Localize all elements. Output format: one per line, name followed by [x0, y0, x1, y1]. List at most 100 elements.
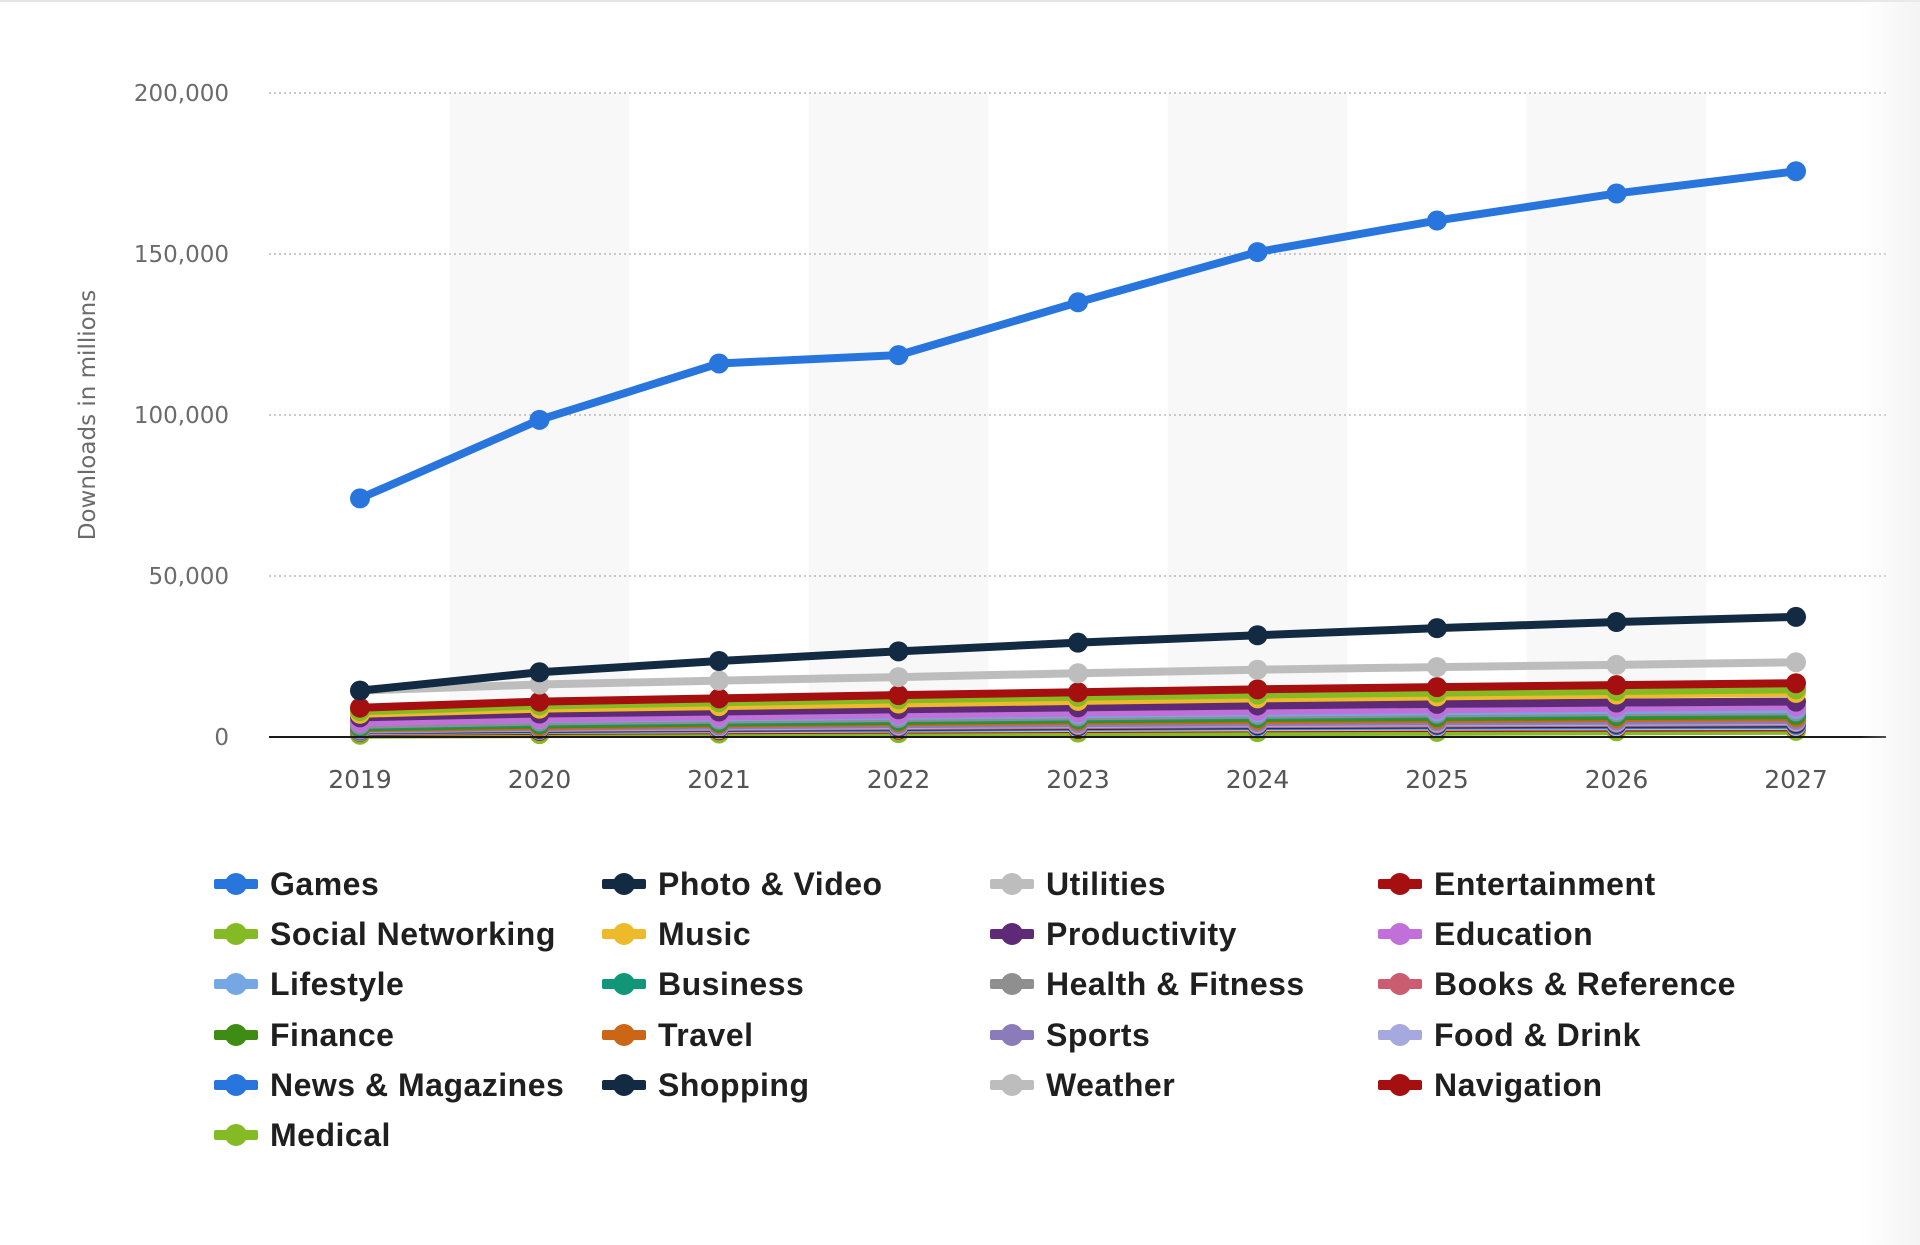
legend-item-games[interactable]: Games	[214, 864, 379, 904]
y-tick-label: 0	[214, 725, 229, 751]
data-point-marker[interactable]	[529, 409, 550, 430]
x-axis-ticks: 2019 2020 2021 2022 2023 2024 2025 2026 2027	[328, 765, 1828, 794]
y-tick-label: 200,000	[134, 81, 229, 107]
series-games[interactable]	[350, 161, 1806, 509]
column-band	[808, 93, 989, 737]
legend-label: Entertainment	[1434, 865, 1656, 902]
data-point-marker[interactable]	[1786, 673, 1806, 694]
legend-label: Travel	[658, 1016, 754, 1053]
legend-label: Health & Fitness	[1046, 965, 1305, 1002]
data-point-marker[interactable]	[888, 345, 909, 366]
legend-item-weather[interactable]: Weather	[990, 1065, 1175, 1105]
data-point-marker[interactable]	[888, 667, 909, 688]
y-tick-label: 100,000	[134, 403, 229, 429]
legend-item-shopping[interactable]: Shopping	[602, 1065, 810, 1105]
legend-item-navigation[interactable]: Navigation	[1378, 1065, 1603, 1105]
data-point-marker[interactable]	[1247, 659, 1268, 680]
legend-label: Games	[270, 865, 380, 902]
series-lines	[350, 161, 1806, 745]
legend-item-food-drink[interactable]: Food & Drink	[1378, 1015, 1641, 1055]
series-utilities[interactable]	[350, 652, 1806, 701]
legend-label: Music	[658, 915, 752, 952]
data-point-marker[interactable]	[1068, 663, 1088, 684]
data-point-marker[interactable]	[1427, 618, 1447, 639]
data-point-marker[interactable]	[1247, 625, 1268, 646]
legend-label: Lifestyle	[270, 965, 405, 1002]
legend-label: News & Magazines	[270, 1066, 565, 1103]
legend-item-health-fitness[interactable]: Health & Fitness	[990, 964, 1305, 1004]
legend-item-photo-video[interactable]: Photo & Video	[602, 864, 883, 904]
legend-item-music[interactable]: Music	[602, 914, 751, 954]
legend-marker-icon	[214, 872, 258, 896]
legend-marker-icon	[1378, 1073, 1422, 1097]
legend-marker-icon	[990, 1073, 1034, 1097]
legend-label: Sports	[1046, 1016, 1151, 1053]
legend-marker-icon	[602, 922, 646, 946]
legend-marker-icon	[1378, 1023, 1422, 1047]
data-point-marker[interactable]	[1427, 657, 1447, 678]
legend-item-finance[interactable]: Finance	[214, 1015, 394, 1055]
legend-marker-icon	[214, 1123, 258, 1147]
data-point-marker[interactable]	[1606, 675, 1627, 696]
legend-item-lifestyle[interactable]: Lifestyle	[214, 964, 404, 1004]
data-point-marker[interactable]	[1068, 632, 1088, 653]
data-point-marker[interactable]	[888, 685, 909, 706]
data-point-marker[interactable]	[1606, 612, 1627, 633]
legend-label: Business	[658, 965, 805, 1002]
x-tick-label: 2026	[1585, 765, 1649, 794]
data-point-marker[interactable]	[1606, 654, 1627, 675]
data-point-marker[interactable]	[1606, 183, 1627, 204]
legend-item-travel[interactable]: Travel	[602, 1015, 754, 1055]
data-point-marker[interactable]	[350, 680, 370, 701]
legend-label: Weather	[1046, 1066, 1176, 1103]
data-point-marker[interactable]	[1068, 682, 1088, 703]
data-point-marker[interactable]	[1068, 292, 1088, 313]
data-point-marker[interactable]	[529, 691, 550, 712]
data-point-marker[interactable]	[709, 688, 729, 709]
legend-item-news-magazines[interactable]: News & Magazines	[214, 1065, 564, 1105]
legend-item-books-reference[interactable]: Books & Reference	[1378, 964, 1736, 1004]
legend-item-medical[interactable]: Medical	[214, 1115, 391, 1155]
legend-item-education[interactable]: Education	[1378, 914, 1593, 954]
legend-marker-icon	[214, 1073, 258, 1097]
legend-marker-icon	[1378, 872, 1422, 896]
legend-marker-icon	[602, 1073, 646, 1097]
data-point-marker[interactable]	[1786, 652, 1806, 673]
series-entertainment[interactable]	[350, 673, 1806, 718]
x-tick-label: 2025	[1405, 765, 1469, 794]
legend-label: Photo & Video	[658, 865, 883, 902]
data-point-marker[interactable]	[350, 697, 370, 718]
series-photo-video[interactable]	[350, 606, 1806, 701]
side-fade-decoration	[1860, 0, 1920, 1245]
legend-label: Utilities	[1046, 865, 1167, 902]
x-tick-label: 2020	[508, 765, 572, 794]
data-point-marker[interactable]	[529, 662, 550, 683]
legend-label: Productivity	[1046, 915, 1237, 952]
legend-item-productivity[interactable]: Productivity	[990, 914, 1237, 954]
data-point-marker[interactable]	[1786, 606, 1806, 627]
data-point-marker[interactable]	[1247, 242, 1268, 263]
data-point-marker[interactable]	[1427, 677, 1447, 698]
data-point-marker[interactable]	[350, 488, 370, 509]
data-point-marker[interactable]	[709, 353, 729, 374]
legend-marker-icon	[1378, 922, 1422, 946]
legend-item-entertainment[interactable]: Entertainment	[1378, 864, 1656, 904]
data-point-marker[interactable]	[709, 651, 729, 672]
data-point-marker[interactable]	[709, 670, 729, 691]
data-point-marker[interactable]	[888, 641, 909, 662]
data-point-marker[interactable]	[1427, 210, 1447, 231]
data-point-marker[interactable]	[1786, 161, 1806, 182]
legend-item-sports[interactable]: Sports	[990, 1015, 1150, 1055]
top-border	[0, 0, 1920, 2]
data-point-marker[interactable]	[1247, 679, 1268, 700]
legend-marker-icon	[602, 1023, 646, 1047]
legend-item-business[interactable]: Business	[602, 964, 804, 1004]
legend-item-utilities[interactable]: Utilities	[990, 864, 1166, 904]
legend-marker-icon	[1378, 972, 1422, 996]
x-tick-label: 2019	[328, 765, 392, 794]
legend-label: Medical	[270, 1116, 391, 1153]
y-tick-label: 50,000	[149, 564, 229, 590]
legend-item-social-networking[interactable]: Social Networking	[214, 914, 556, 954]
legend-marker-icon	[214, 972, 258, 996]
